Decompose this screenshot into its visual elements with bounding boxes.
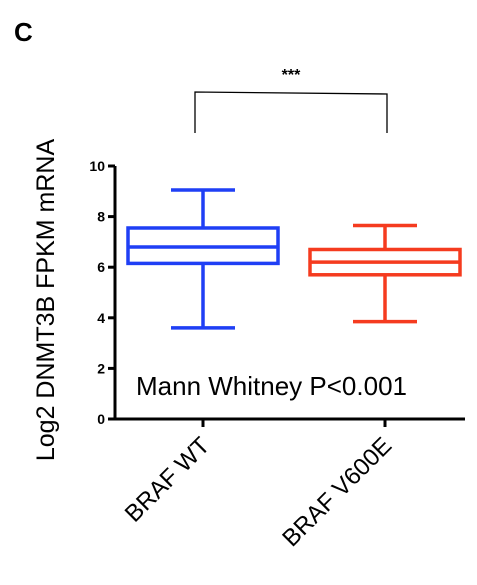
significance-bracket: *** (194, 67, 388, 133)
y-axis: 0 2 4 6 8 10 (89, 158, 117, 427)
y-tick-label: 4 (97, 310, 105, 326)
y-tick-label: 2 (97, 360, 105, 376)
y-tick-label: 0 (97, 411, 105, 427)
x-axis: BRAF WT BRAF V600E (113, 417, 465, 552)
x-tick-label: BRAF V600E (277, 432, 397, 552)
y-tick-label: 8 (97, 209, 105, 225)
box-braf-v600e (308, 223, 462, 324)
y-tick-label: 10 (89, 158, 105, 174)
significance-stars: *** (282, 67, 301, 84)
test-annotation: Mann Whitney P<0.001 (136, 371, 407, 401)
panel-label: C (14, 17, 33, 47)
y-axis-label: Log2 DNMT3B FPKM mRNA (32, 139, 60, 462)
bracket-line (194, 91, 388, 133)
y-tick-label: 6 (97, 259, 105, 275)
box-plots (126, 188, 462, 330)
box-braf-wt (126, 188, 280, 330)
x-tick-label: BRAF WT (120, 432, 216, 528)
